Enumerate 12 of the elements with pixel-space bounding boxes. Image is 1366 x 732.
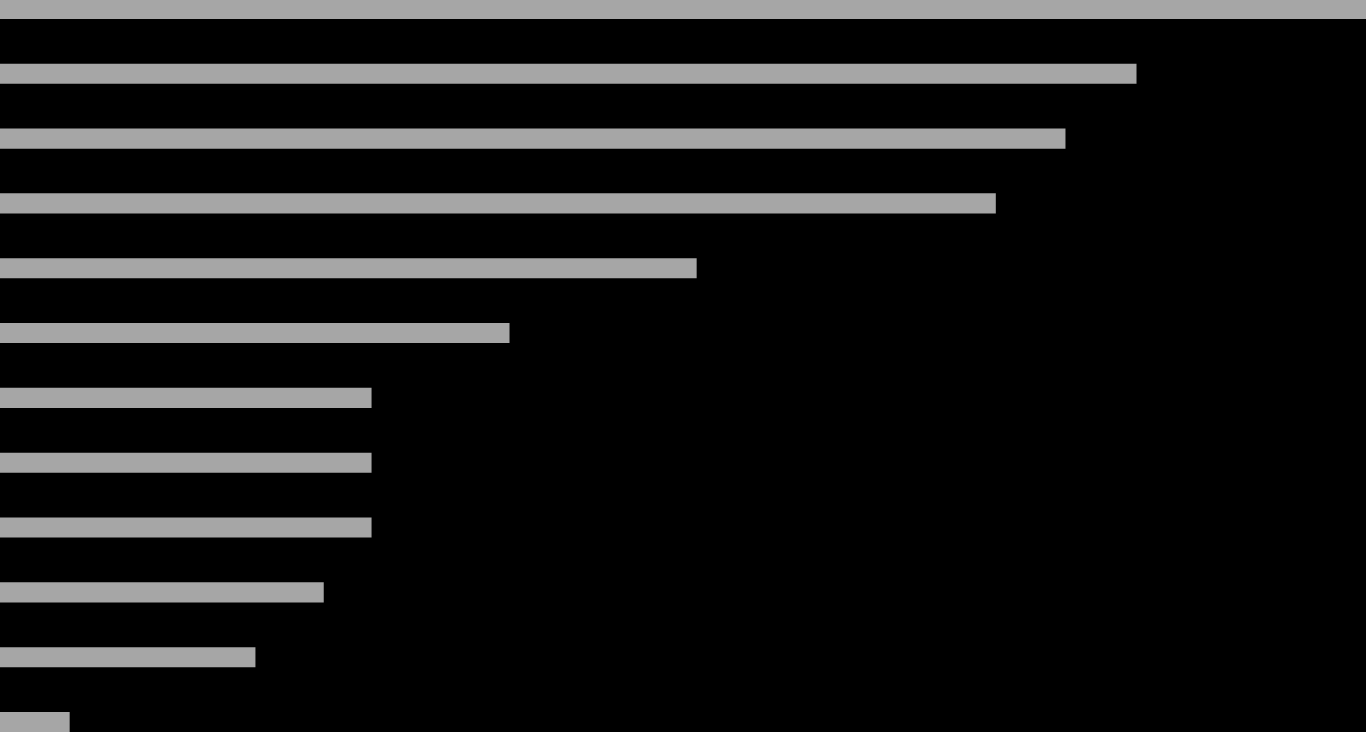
bar xyxy=(0,258,697,279)
bar xyxy=(0,711,70,732)
bar xyxy=(0,323,510,344)
bar xyxy=(0,128,1066,149)
bar xyxy=(0,517,372,538)
bar xyxy=(0,647,256,668)
bar xyxy=(0,452,372,473)
bar xyxy=(0,387,372,408)
bar xyxy=(0,63,1137,84)
bar xyxy=(0,582,324,603)
bar xyxy=(0,0,1366,19)
bar xyxy=(0,193,996,214)
